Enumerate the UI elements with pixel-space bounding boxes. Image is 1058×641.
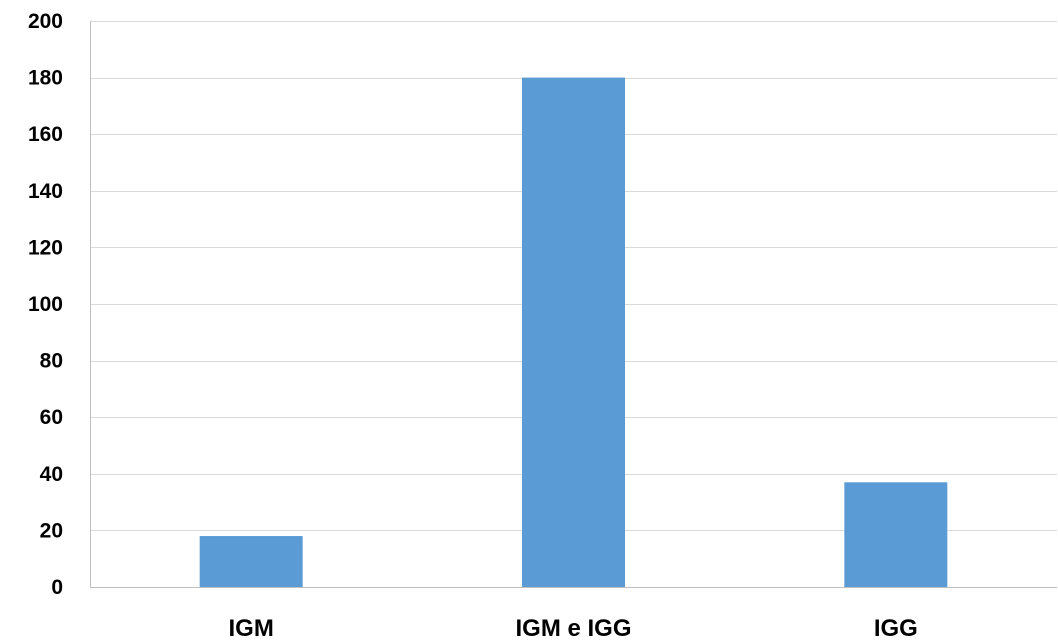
- bar-igm: [199, 536, 303, 587]
- y-tick-label: 80: [40, 350, 63, 373]
- bars: [199, 77, 948, 587]
- y-tick-label: 60: [40, 406, 63, 429]
- y-tick-label: 120: [28, 236, 63, 259]
- y-axis-tick-labels: 0 20 40 60 80 100 120 140 160 180 200: [28, 10, 63, 599]
- y-tick-label: 20: [40, 519, 63, 542]
- x-axis-category-labels: IGM IGM e IGG IGG: [229, 615, 918, 641]
- y-tick-label: 160: [28, 123, 63, 146]
- x-category-label: IGM: [229, 615, 274, 641]
- axes: [90, 21, 1057, 588]
- y-tick-label: 180: [28, 67, 63, 90]
- y-tick-label: 100: [28, 293, 63, 316]
- x-category-label: IGG: [874, 615, 918, 641]
- bar-igm-e-igg: [522, 77, 625, 587]
- y-tick-label: 140: [28, 180, 63, 203]
- y-tick-label: 200: [28, 10, 63, 33]
- bar-igg: [844, 482, 948, 587]
- x-category-label: IGM e IGG: [515, 615, 631, 641]
- y-tick-label: 0: [51, 576, 63, 599]
- y-tick-label: 40: [40, 463, 63, 486]
